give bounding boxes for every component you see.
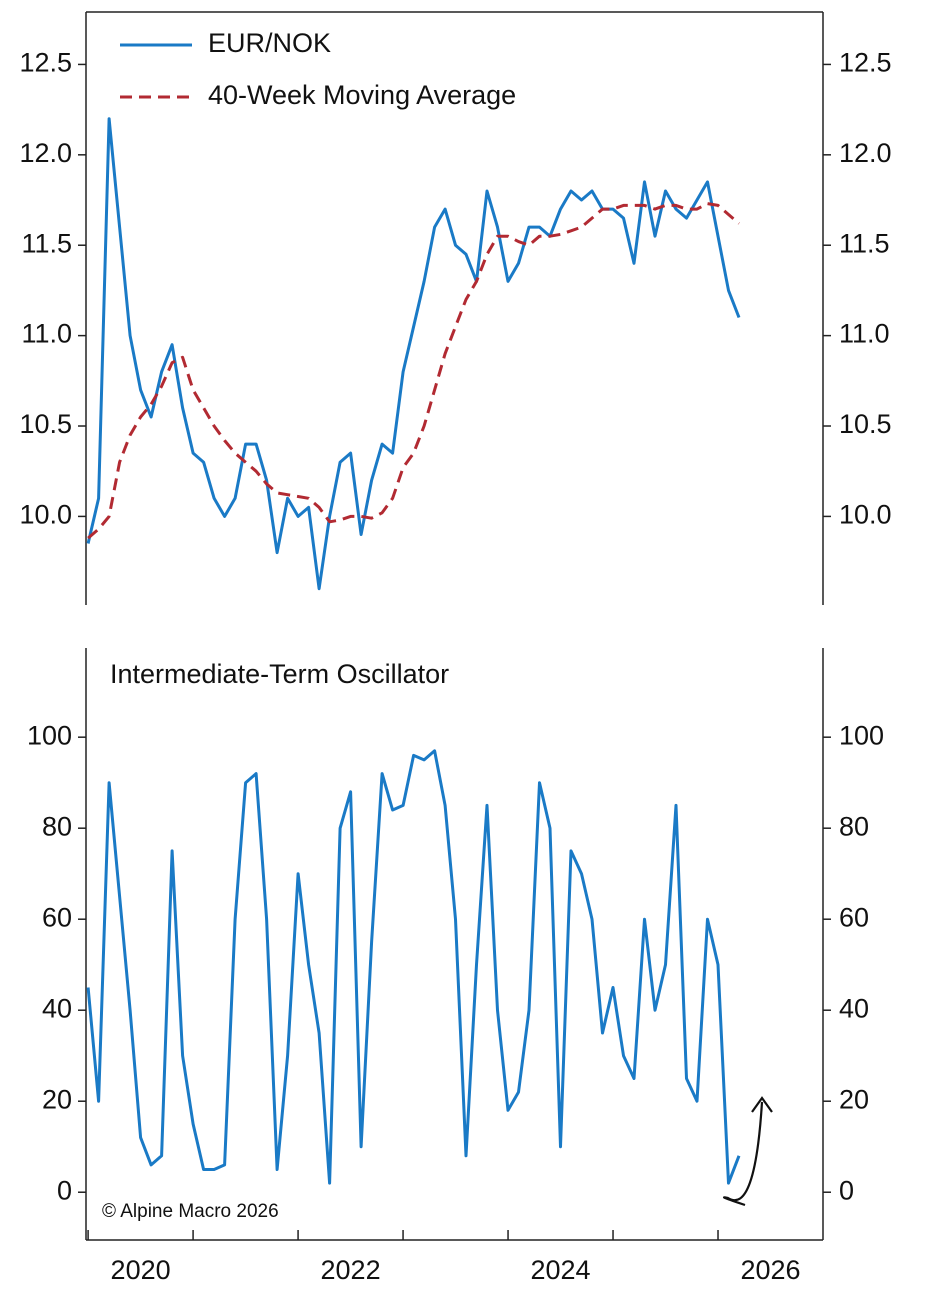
y-tick-label: 20 [42, 1084, 72, 1114]
arrow-head [751, 1096, 773, 1113]
y-tick-label: 12.0 [19, 138, 72, 168]
y-tick-label: 100 [27, 720, 72, 750]
y-tick-label: 10.5 [19, 409, 72, 439]
y-tick-label: 0 [57, 1175, 72, 1205]
y-tick-label: 40 [42, 993, 72, 1023]
x-tick-label: 2020 [111, 1255, 171, 1285]
y2-tick-label: 20 [839, 1084, 869, 1114]
y-tick-label: 12.5 [19, 48, 72, 78]
y2-tick-label: 60 [839, 902, 869, 932]
y2-tick-label: 40 [839, 993, 869, 1023]
y2-tick-label: 100 [839, 720, 884, 750]
copyright: © Alpine Macro 2026 [102, 1201, 279, 1222]
y2-tick-label: 10.5 [839, 409, 892, 439]
y2-tick-label: 11.5 [839, 228, 890, 258]
x-tick-label: 2026 [740, 1255, 800, 1285]
y-tick-label: 11.5 [21, 228, 72, 258]
y2-tick-label: 0 [839, 1175, 854, 1205]
arrow-annotation [723, 1101, 764, 1207]
y2-tick-label: 11.0 [839, 319, 890, 349]
y2-tick-label: 80 [839, 811, 869, 841]
series-line [86, 749, 741, 1185]
series-line [87, 202, 740, 540]
y-tick-label: 80 [42, 811, 72, 841]
y2-tick-label: 10.0 [839, 500, 892, 530]
x-tick-label: 2024 [530, 1255, 590, 1285]
y2-tick-label: 12.5 [839, 48, 892, 78]
panel-title: Intermediate-Term Oscillator [110, 659, 449, 689]
series-line [86, 117, 741, 591]
y-tick-label: 10.0 [19, 500, 72, 530]
legend-label: 40-Week Moving Average [208, 80, 516, 110]
x-tick-label: 2022 [321, 1255, 381, 1285]
y2-tick-label: 12.0 [839, 138, 892, 168]
y-tick-label: 11.0 [21, 319, 72, 349]
y-tick-label: 60 [42, 902, 72, 932]
legend-label: EUR/NOK [208, 28, 331, 58]
